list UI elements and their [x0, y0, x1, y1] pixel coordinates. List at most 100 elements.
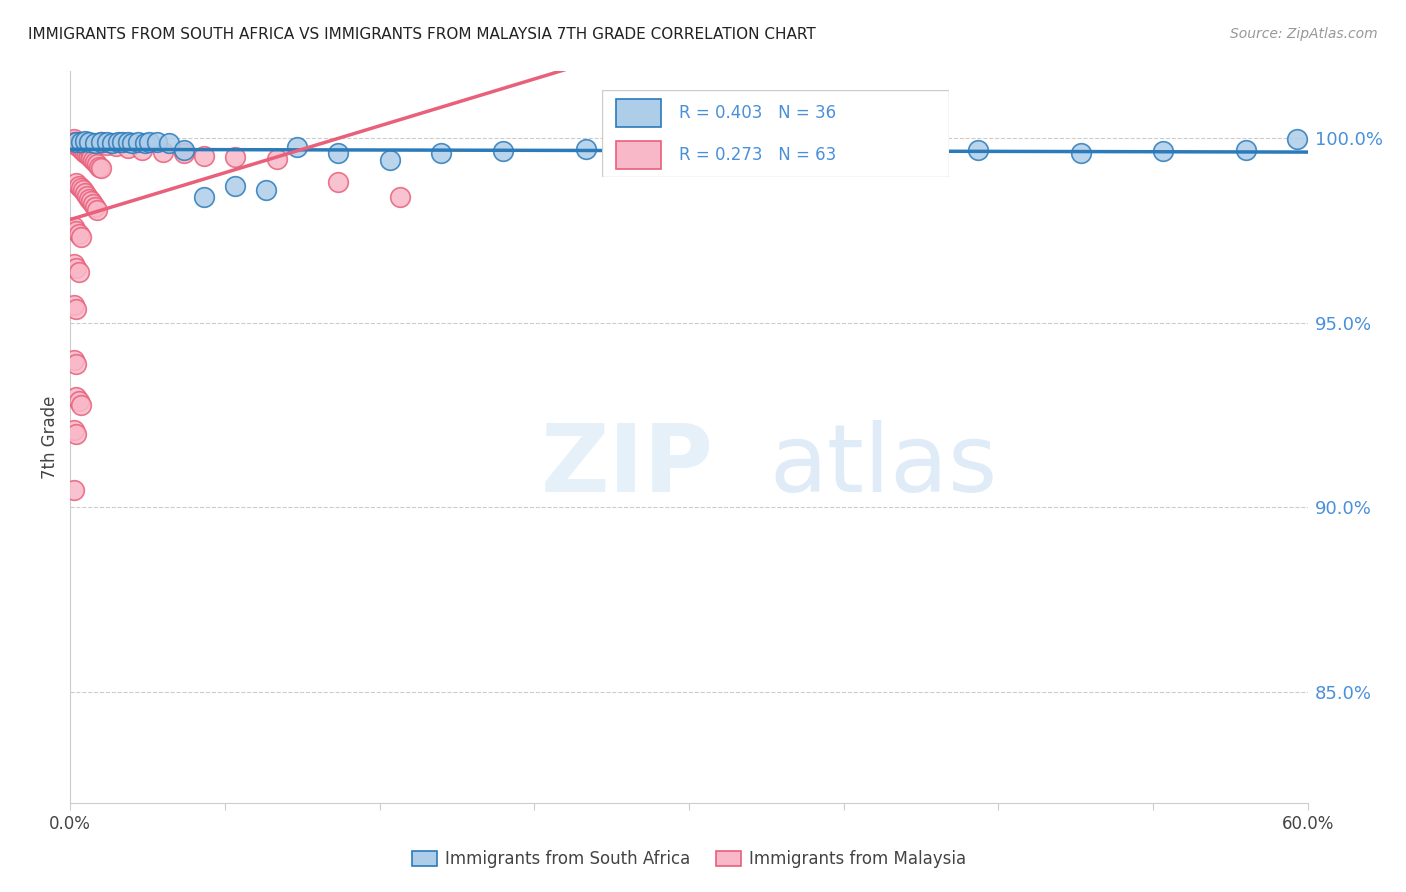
Point — [146, 136, 169, 150]
Point — [96, 137, 118, 152]
Point — [90, 161, 112, 176]
Point — [73, 141, 96, 155]
Point — [67, 140, 90, 154]
Point — [84, 136, 107, 151]
Point — [328, 146, 350, 161]
Point — [77, 145, 100, 159]
Point — [193, 190, 215, 204]
Point — [69, 230, 91, 244]
Point — [63, 424, 86, 438]
Point — [63, 298, 86, 312]
Point — [73, 134, 96, 148]
Point — [63, 353, 86, 368]
Point — [65, 135, 87, 149]
Point — [69, 180, 91, 194]
Point — [378, 153, 401, 167]
Point — [86, 157, 108, 171]
Point — [76, 147, 98, 161]
Point — [67, 178, 90, 193]
Point — [82, 197, 104, 211]
Point — [72, 144, 94, 158]
Point — [966, 143, 988, 157]
Point — [657, 145, 679, 160]
Point — [111, 135, 134, 149]
Point — [718, 144, 741, 158]
Point — [63, 135, 86, 149]
Point — [224, 150, 246, 164]
Point — [173, 146, 195, 161]
Point — [77, 135, 100, 149]
Point — [1070, 145, 1092, 160]
Point — [266, 153, 288, 167]
Point — [76, 143, 98, 157]
Point — [90, 136, 112, 150]
Point — [76, 189, 98, 203]
Point — [72, 139, 94, 153]
Point — [80, 151, 103, 165]
Point — [173, 143, 195, 157]
Point — [63, 131, 86, 145]
Point — [65, 224, 87, 238]
Point — [69, 142, 91, 156]
Point — [65, 138, 87, 153]
Point — [69, 136, 91, 150]
Point — [63, 483, 86, 497]
Point — [86, 202, 108, 217]
Point — [152, 145, 174, 159]
Text: IMMIGRANTS FROM SOUTH AFRICA VS IMMIGRANTS FROM MALAYSIA 7TH GRADE CORRELATION C: IMMIGRANTS FROM SOUTH AFRICA VS IMMIGRAN… — [28, 27, 815, 42]
Point — [65, 176, 87, 190]
Point — [254, 183, 277, 197]
Text: Source: ZipAtlas.com: Source: ZipAtlas.com — [1230, 27, 1378, 41]
Point — [69, 137, 91, 152]
Point — [96, 135, 118, 149]
Point — [492, 144, 515, 158]
Point — [285, 140, 308, 154]
Point — [90, 136, 112, 150]
Point — [131, 143, 153, 157]
Point — [328, 175, 350, 189]
Point — [67, 393, 90, 408]
Point — [127, 135, 149, 149]
Point — [77, 149, 100, 163]
Point — [89, 160, 111, 174]
Point — [1152, 144, 1174, 158]
Point — [389, 190, 412, 204]
Point — [1286, 131, 1309, 145]
Point — [117, 136, 139, 150]
Point — [193, 148, 215, 162]
Point — [84, 200, 107, 214]
Point — [117, 141, 139, 155]
Point — [100, 136, 122, 151]
Point — [575, 142, 598, 156]
Point — [65, 390, 87, 404]
Point — [80, 146, 103, 161]
Point — [72, 183, 94, 197]
Point — [65, 357, 87, 371]
Legend: Immigrants from South Africa, Immigrants from Malaysia: Immigrants from South Africa, Immigrants… — [405, 844, 973, 875]
Point — [430, 146, 453, 161]
Point — [63, 257, 86, 271]
Point — [63, 220, 86, 235]
Point — [84, 154, 107, 169]
Point — [107, 135, 129, 149]
Point — [1234, 143, 1257, 157]
Point — [104, 139, 127, 153]
Point — [65, 136, 87, 150]
Point — [224, 178, 246, 193]
Point — [65, 427, 87, 442]
Point — [884, 144, 907, 158]
Point — [65, 301, 87, 316]
Point — [73, 186, 96, 201]
Point — [67, 264, 90, 278]
Text: ZIP: ZIP — [540, 420, 713, 512]
Point — [65, 260, 87, 275]
Point — [73, 145, 96, 160]
Point — [69, 398, 91, 412]
Point — [121, 136, 143, 151]
Point — [77, 192, 100, 206]
Point — [80, 194, 103, 209]
Point — [801, 145, 824, 160]
Point — [67, 136, 90, 151]
Text: atlas: atlas — [769, 420, 998, 512]
Point — [82, 153, 104, 167]
